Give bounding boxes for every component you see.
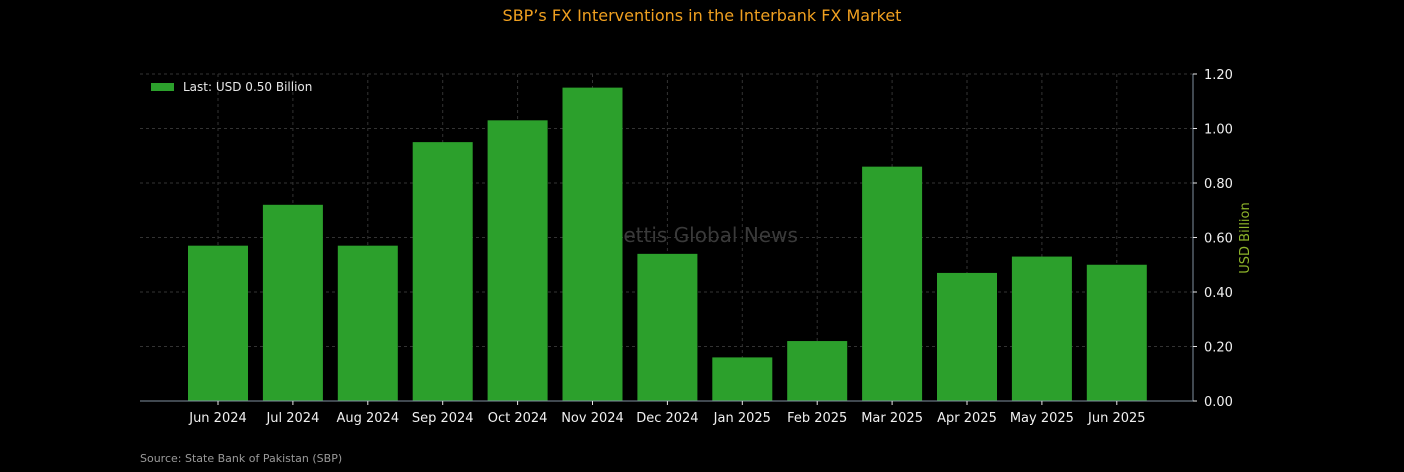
- bar: [712, 357, 773, 401]
- x-tick-label: Dec 2024: [636, 411, 698, 426]
- legend-swatch: [151, 83, 174, 91]
- bar: [637, 253, 698, 401]
- y-tick-label: 0.20: [1204, 341, 1233, 356]
- y-tick-label: 0.40: [1204, 286, 1233, 301]
- x-tick-labels: Jun 2024 Jul 2024 Aug 2024 Sep 2024 Oct 2024…: [188, 401, 1146, 426]
- legend: Last: USD 0.50 Billion: [151, 80, 312, 94]
- x-tick-label: Aug 2024: [336, 411, 399, 426]
- bar: [862, 166, 923, 401]
- bar: [337, 245, 398, 401]
- bar: [787, 341, 848, 401]
- x-tick-label: May 2025: [1010, 411, 1074, 426]
- legend-label: Last: USD 0.50 Billion: [183, 80, 313, 94]
- bar: [412, 142, 473, 401]
- bar: [937, 272, 997, 401]
- x-tick-label: Feb 2025: [787, 411, 847, 426]
- x-tick-label: Sep 2024: [412, 411, 474, 426]
- x-tick-label: Apr 2025: [937, 411, 997, 426]
- x-tick-label: Jul 2024: [265, 411, 319, 426]
- bar: [262, 204, 323, 401]
- y-tick-label: 0.00: [1204, 395, 1233, 410]
- bar: [1011, 256, 1072, 401]
- chart-title: SBP’s FX Interventions in the Interbank …: [502, 6, 902, 25]
- y-tick-label: 1.20: [1204, 68, 1233, 83]
- x-tick-label: Jun 2025: [1087, 411, 1146, 426]
- x-tick-label: Jan 2025: [713, 411, 771, 426]
- x-tick-label: Mar 2025: [861, 411, 923, 426]
- bar: [1086, 264, 1147, 401]
- x-tick-label: Nov 2024: [561, 411, 624, 426]
- x-tick-label: Jun 2024: [188, 411, 247, 426]
- y-axis-label: USD Billion: [1238, 202, 1253, 273]
- bar: [188, 245, 248, 401]
- y-tick-label: 1.00: [1204, 123, 1233, 138]
- source-note: Source: State Bank of Pakistan (SBP): [140, 452, 343, 465]
- x-tick-label: Oct 2024: [488, 411, 548, 426]
- bar: [487, 120, 548, 401]
- bar: [562, 87, 623, 401]
- y-tick-label: 0.60: [1204, 232, 1233, 247]
- y-tick-label: 0.80: [1204, 177, 1233, 192]
- y-tick-labels: 0.00 0.20 0.40 0.60 0.80 1.00 1.20: [1193, 68, 1233, 410]
- bars: [188, 87, 1147, 401]
- watermark: Mettis Global News: [606, 223, 798, 247]
